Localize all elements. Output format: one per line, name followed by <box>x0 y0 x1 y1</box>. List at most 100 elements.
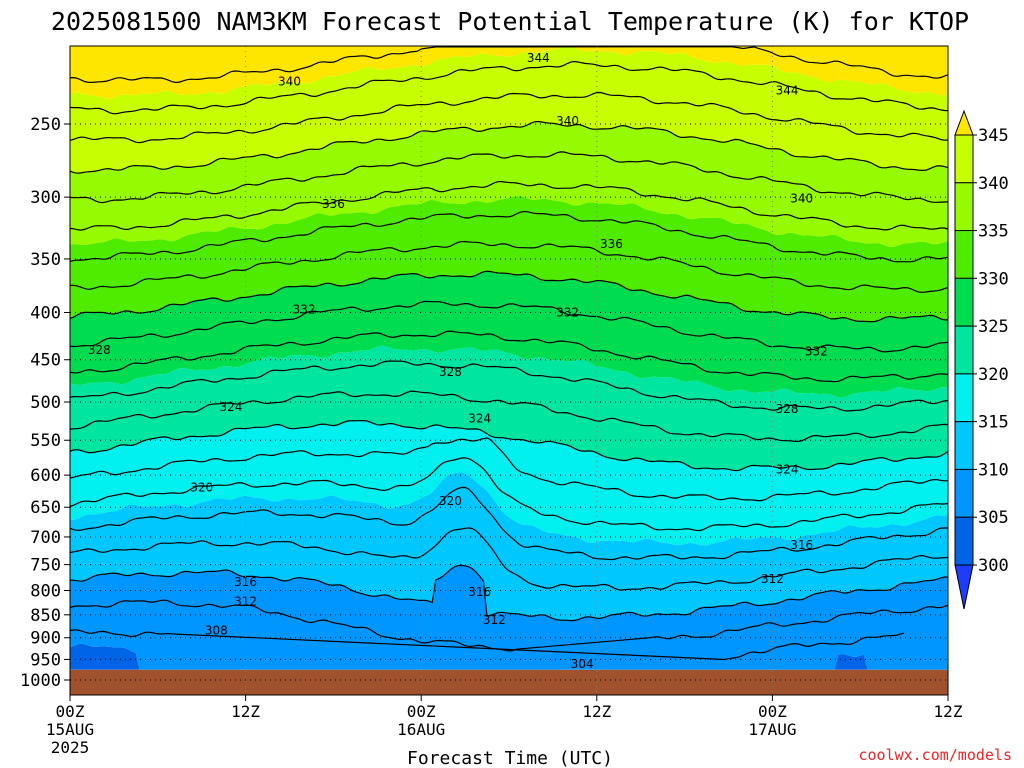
band-330-335 <box>70 196 948 322</box>
y-tick-label: 500 <box>30 393 61 413</box>
plot-frame <box>69 45 949 696</box>
band-340-345 <box>70 46 948 174</box>
y-tick-label: 1000 <box>20 671 61 691</box>
colorbar-label: 305 <box>978 508 1009 528</box>
contour-label: 340 <box>278 75 301 89</box>
colorbar-label: 320 <box>978 365 1009 385</box>
colorbar-label: 325 <box>978 317 1009 337</box>
contour-label: 332 <box>293 302 316 316</box>
isentrope-334 <box>69 210 949 263</box>
y-tick-label: 750 <box>30 556 61 576</box>
colorbar-segment <box>954 277 974 327</box>
band-325-330 <box>70 271 948 398</box>
isentrope-308 <box>69 599 949 652</box>
y-tick-label: 250 <box>30 115 61 135</box>
colorbar: 300 305 310 315 320 325 330 335 340 345 <box>954 109 1009 610</box>
colorbar-label: 315 <box>978 413 1009 433</box>
contour-label: 312 <box>483 613 506 627</box>
isentrope-324 <box>69 360 949 412</box>
colorbar-bottom-arrow <box>954 564 974 610</box>
band-310-315 <box>70 472 948 621</box>
y-tick-label: 550 <box>30 431 61 451</box>
isentrope-312 <box>69 527 949 591</box>
isentrope-326 <box>69 330 949 383</box>
colorbar-label: 340 <box>978 174 1009 194</box>
isentrope-320 <box>69 419 949 472</box>
contour-label: 332 <box>805 345 828 359</box>
contour-label: 308 <box>205 624 228 638</box>
isentrope-322 <box>69 390 949 443</box>
colorbar-segment <box>954 516 974 566</box>
contour-label: 324 <box>468 412 491 426</box>
isentrope-338 <box>69 151 949 204</box>
colorbar-segment <box>954 182 974 232</box>
contour-label: 328 <box>88 343 111 357</box>
contour-label: 312 <box>234 594 257 608</box>
y-tick-label: 650 <box>30 498 61 518</box>
x-tick-label: 00Z <box>56 702 85 721</box>
y-tick-label: 400 <box>30 304 61 324</box>
isentrope-306 <box>69 629 905 661</box>
isentrope-332 <box>70 241 949 293</box>
colorbar-label: 345 <box>978 126 1009 146</box>
colorbar-segment <box>954 230 974 279</box>
y-tick-label: 900 <box>30 629 61 649</box>
ground-below-surface <box>70 669 948 695</box>
x-tick-label: 12Z <box>934 702 963 721</box>
isentrope-310 <box>70 564 949 622</box>
x-tick-date: 16AUG <box>397 720 445 739</box>
contour-label: 320 <box>439 494 462 508</box>
y-tick-label: 600 <box>30 466 61 486</box>
band-320-325 <box>70 345 948 471</box>
contour-label: 304 <box>571 657 594 671</box>
x-tick-date: 17AUG <box>748 720 796 739</box>
contour-label: 324 <box>776 463 799 477</box>
contour-label: 340 <box>556 114 579 128</box>
contour-label: 344 <box>527 51 550 65</box>
y-tick-label: 350 <box>30 250 61 270</box>
y-axis: 250 300 350 400 450 500 550 600 650 700 750 800 850 9… <box>20 115 70 691</box>
contour-label: 336 <box>600 237 623 251</box>
isentrope-316 <box>69 457 949 532</box>
colorbar-label: 335 <box>978 222 1009 242</box>
band-300-305 <box>70 643 948 670</box>
contour-label: 340 <box>790 191 813 205</box>
x-tick-label: 12Z <box>231 702 260 721</box>
contour-label: 316 <box>790 538 813 552</box>
y-tick-label: 300 <box>30 188 61 208</box>
isentrope-314 <box>69 486 949 561</box>
band-335-340 <box>70 121 948 247</box>
band-345-380 <box>70 46 948 99</box>
x-tick-date: 15AUG <box>46 720 94 739</box>
colorbar-segment <box>954 468 974 518</box>
contour-label: 316 <box>468 585 491 599</box>
y-tick-label: 450 <box>30 351 61 371</box>
isentrope-318 <box>69 437 949 502</box>
plot-area: 304 308 312 312 312 316 316 316 320 320 324 324 324 3… <box>69 45 949 696</box>
colorbar-top-arrow <box>954 109 974 136</box>
contour-label: 320 <box>190 481 213 495</box>
isentrope-346 <box>69 46 949 84</box>
contour-label: 324 <box>220 400 243 414</box>
y-tick-label: 800 <box>30 582 61 602</box>
contour-label: 312 <box>761 572 784 586</box>
colorbar-label: 330 <box>978 269 1009 289</box>
contour-label: 332 <box>556 306 579 320</box>
band-305-310 <box>70 565 948 670</box>
isentrope-336 <box>69 180 949 231</box>
isentrope-330 <box>69 270 948 323</box>
colorbar-segment <box>954 373 974 423</box>
x-axis-label: Forecast Time (UTC) <box>407 748 613 768</box>
contour-label: 344 <box>776 84 799 98</box>
isentrope-lines <box>69 46 949 661</box>
y-tick-label: 950 <box>30 650 61 670</box>
contour-label: 328 <box>776 402 799 416</box>
isentrope-328 <box>69 300 949 353</box>
x-tick-label: 12Z <box>582 702 611 721</box>
colorbar-segment <box>954 421 974 470</box>
contour-label: 336 <box>322 197 345 211</box>
credit-text: coolwx.com/models <box>858 746 1012 764</box>
x-tick-label: 00Z <box>407 702 436 721</box>
